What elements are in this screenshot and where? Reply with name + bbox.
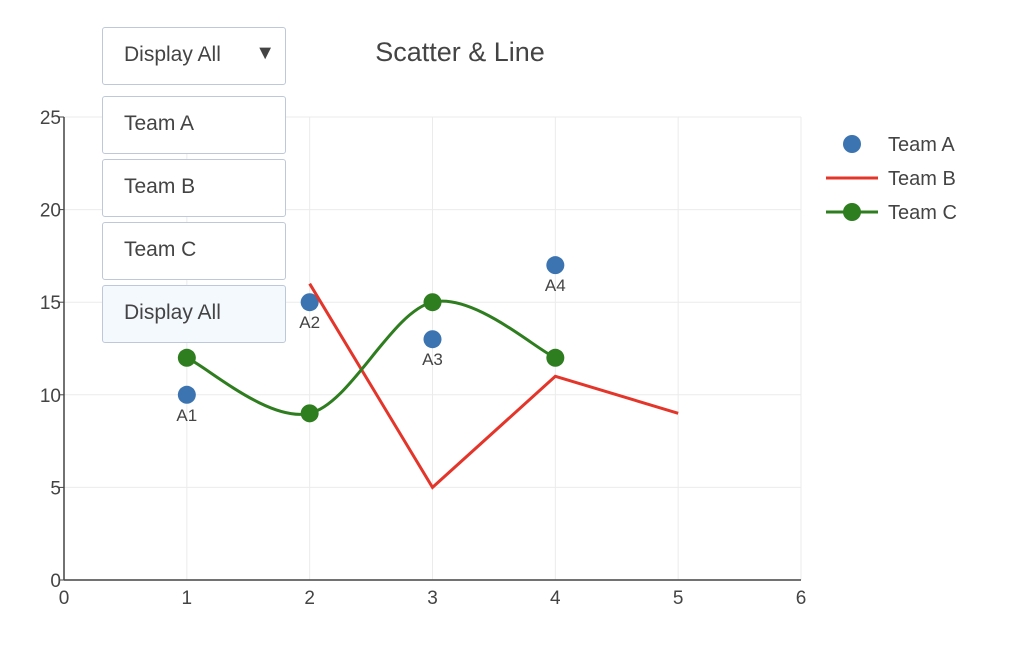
legend-item-team-c: Team C [826, 202, 957, 224]
series-team-b [308, 282, 679, 490]
data-label: A2 [299, 313, 320, 332]
data-point [300, 293, 319, 312]
data-point [300, 404, 319, 423]
x-tick-label: 1 [182, 588, 193, 609]
data-point [546, 348, 565, 367]
y-tick-label: 25 [40, 108, 61, 129]
x-tick-label: 6 [796, 588, 807, 609]
plot-area: A1 A2 A3 A4 [176, 256, 679, 490]
series-team-a: A1 A2 A3 A4 [176, 256, 566, 425]
dropdown-option-team-a[interactable]: Team A [102, 96, 286, 154]
x-tick-label: 4 [550, 588, 561, 609]
y-tick-label: 10 [40, 386, 61, 407]
data-label: A3 [422, 350, 443, 369]
legend-item-team-a: Team A [843, 134, 955, 156]
y-tick-label: 5 [50, 478, 61, 499]
dropdown-option-display-all[interactable]: Display All [102, 285, 286, 343]
dropdown-selected-label: Display All [124, 43, 221, 66]
data-point [423, 330, 442, 349]
y-tick-label: 20 [40, 201, 61, 222]
legend: Team A Team B Team C [826, 134, 957, 224]
series-line [308, 282, 679, 490]
team-filter-dropdown[interactable]: Display All ▼ [102, 27, 286, 85]
y-tick-label: 15 [40, 293, 61, 314]
data-point [423, 293, 442, 312]
axes: 0 1 2 3 4 5 6 0 5 10 15 20 25 [40, 108, 806, 609]
data-point [177, 348, 196, 367]
series-line [186, 299, 556, 416]
legend-label: Team B [888, 168, 956, 190]
legend-swatch-marker [843, 135, 861, 153]
x-tick-label: 0 [59, 588, 70, 609]
legend-label: Team C [888, 202, 957, 224]
data-point [177, 385, 196, 404]
x-tick-label: 3 [427, 588, 438, 609]
data-label: A1 [176, 406, 197, 425]
legend-label: Team A [888, 134, 955, 156]
dropdown-option-team-c[interactable]: Team C [102, 222, 286, 280]
data-point [546, 256, 565, 275]
data-label: A4 [545, 276, 566, 295]
legend-swatch-marker [843, 203, 861, 221]
dropdown-option-label: Display All [124, 301, 221, 324]
y-tick-label: 0 [50, 571, 61, 592]
dropdown-option-label: Team A [124, 112, 195, 135]
x-tick-label: 2 [304, 588, 315, 609]
x-tick-label: 5 [673, 588, 684, 609]
series-team-c [177, 293, 565, 423]
dropdown-option-label: Team B [124, 175, 196, 198]
caret-down-icon: ▼ [255, 42, 275, 64]
chart-title: Scatter & Line [375, 37, 545, 67]
dropdown-option-team-b[interactable]: Team B [102, 159, 286, 217]
legend-item-team-b: Team B [826, 168, 956, 190]
dropdown-option-label: Team C [124, 238, 197, 261]
dropdown-menu: Team A Team B Team C Display All [102, 96, 286, 348]
